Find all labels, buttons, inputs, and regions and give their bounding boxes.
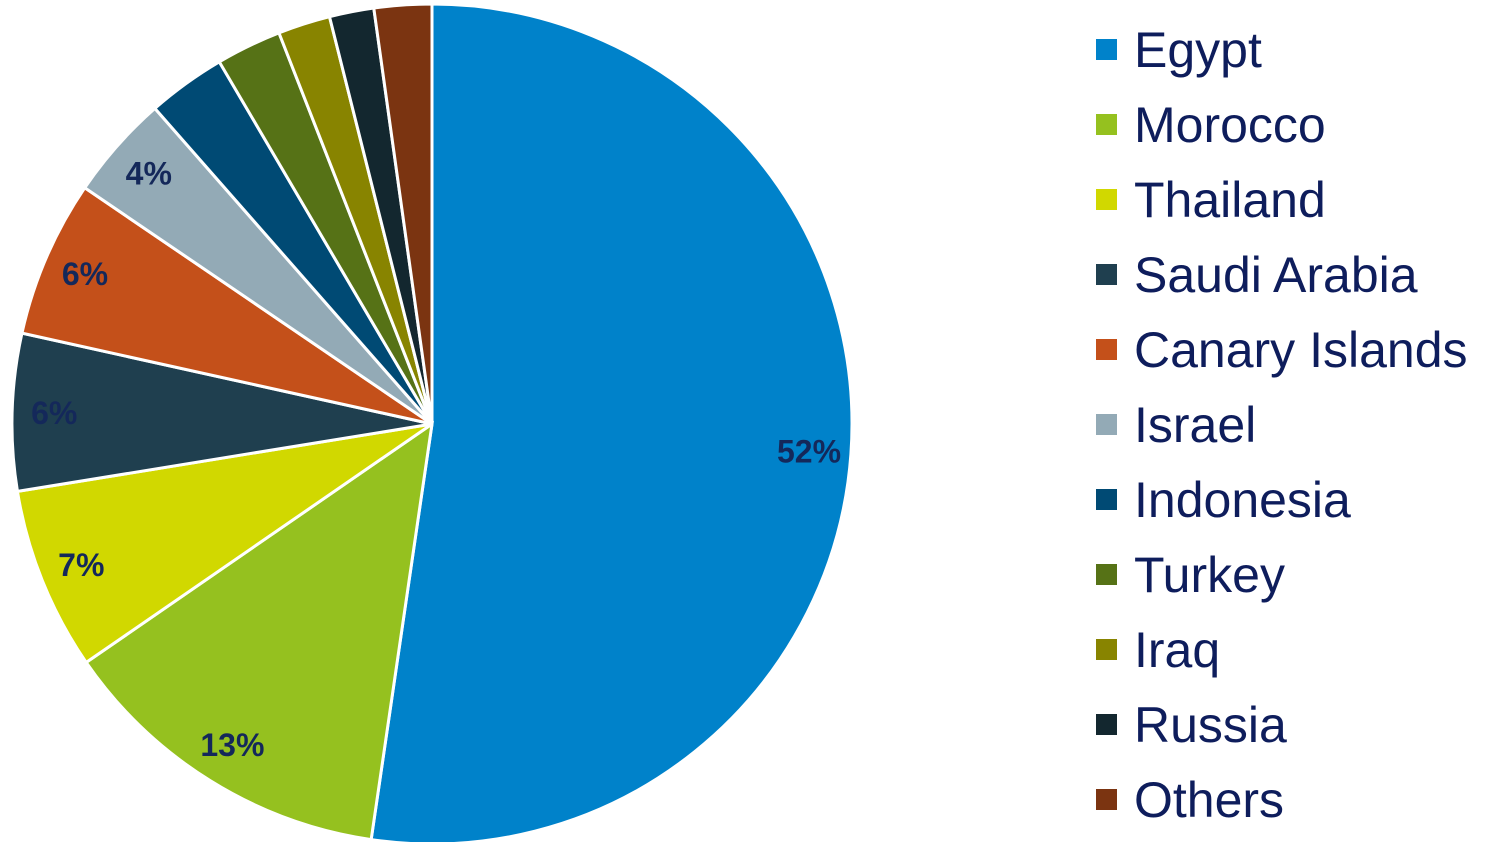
legend-swatch [1096, 714, 1117, 735]
legend-item-canary-islands: Canary Islands [1096, 312, 1496, 387]
legend-swatch [1096, 789, 1117, 810]
pie-slice-others [372, 2, 434, 425]
legend-label: Indonesia [1134, 471, 1351, 528]
legend-label: Turkey [1134, 546, 1285, 603]
legend-item-iraq: Iraq [1096, 612, 1496, 687]
pie-slice-morocco [84, 420, 434, 842]
data-label-canary-islands: 6% [62, 256, 108, 292]
legend-swatch [1096, 564, 1117, 585]
legend-item-egypt: Egypt [1096, 12, 1496, 87]
legend-item-morocco: Morocco [1096, 87, 1496, 162]
data-label-saudi-arabia: 6% [31, 395, 77, 431]
legend-swatch [1096, 39, 1117, 60]
pie-slice-canary-islands [20, 185, 433, 426]
legend-label: Canary Islands [1134, 321, 1468, 378]
legend-item-thailand: Thailand [1096, 162, 1496, 237]
legend-item-israel: Israel [1096, 387, 1496, 462]
legend-item-turkey: Turkey [1096, 537, 1496, 612]
legend-label: Egypt [1134, 21, 1262, 78]
legend-swatch [1096, 639, 1117, 660]
pie-slices [10, 2, 854, 842]
legend-item-others: Others [1096, 762, 1496, 837]
data-label-thailand: 7% [58, 547, 104, 583]
pie-slice-egypt [369, 2, 854, 842]
legend-swatch [1096, 264, 1117, 285]
legend-swatch [1096, 189, 1117, 210]
legend-label: Others [1134, 771, 1285, 828]
legend-label: Iraq [1134, 621, 1221, 678]
legend-swatch [1096, 114, 1117, 135]
data-label-morocco: 13% [200, 727, 264, 763]
data-label-egypt: 52% [777, 434, 841, 470]
data-label-israel: 4% [126, 156, 172, 192]
pie-slice-thailand [15, 422, 433, 665]
legend-label: Israel [1134, 396, 1257, 453]
pie-data-labels: 52% 13% 7% 6% 6% 4% [31, 156, 841, 763]
legend-label: Morocco [1134, 96, 1326, 153]
legend-swatch [1096, 414, 1117, 435]
legend-item-indonesia: Indonesia [1096, 462, 1496, 537]
pie-slice-saudi-arabia [10, 331, 433, 494]
legend-item-saudi-arabia: Saudi Arabia [1096, 237, 1496, 312]
legend-swatch [1096, 489, 1117, 510]
chart-legend: Egypt Morocco Thailand Saudi Arabia Canary I… [1096, 12, 1496, 837]
legend-label: Saudi Arabia [1134, 246, 1418, 303]
legend-label: Russia [1134, 696, 1287, 753]
legend-item-russia: Russia [1096, 687, 1496, 762]
legend-swatch [1096, 339, 1117, 360]
legend-label: Thailand [1134, 171, 1326, 228]
